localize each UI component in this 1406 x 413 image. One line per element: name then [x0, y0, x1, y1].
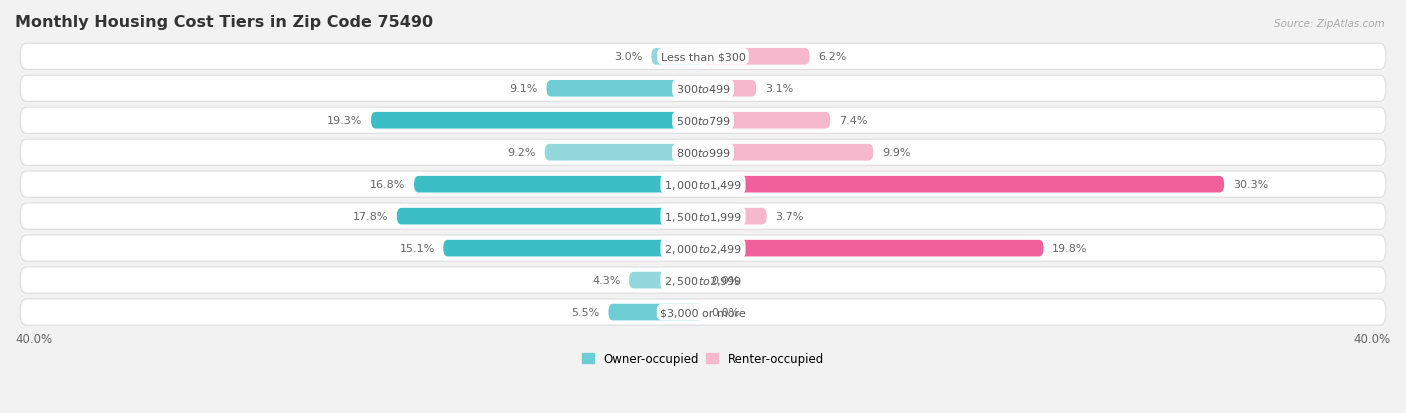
Text: 40.0%: 40.0%	[15, 332, 52, 345]
Text: 3.7%: 3.7%	[775, 211, 804, 222]
FancyBboxPatch shape	[703, 176, 1225, 193]
FancyBboxPatch shape	[20, 267, 1386, 294]
FancyBboxPatch shape	[20, 44, 1386, 70]
FancyBboxPatch shape	[371, 113, 703, 129]
Text: 30.3%: 30.3%	[1233, 180, 1268, 190]
Text: 3.0%: 3.0%	[614, 52, 643, 62]
Text: 5.5%: 5.5%	[572, 307, 600, 317]
FancyBboxPatch shape	[396, 208, 703, 225]
Text: 0.0%: 0.0%	[711, 307, 740, 317]
Text: 3.1%: 3.1%	[765, 84, 793, 94]
FancyBboxPatch shape	[703, 208, 766, 225]
FancyBboxPatch shape	[703, 49, 810, 65]
FancyBboxPatch shape	[547, 81, 703, 97]
Text: $2,500 to $2,999: $2,500 to $2,999	[664, 274, 742, 287]
Text: 40.0%: 40.0%	[1354, 332, 1391, 345]
Text: $500 to $799: $500 to $799	[675, 115, 731, 127]
Text: 9.2%: 9.2%	[508, 148, 536, 158]
Text: 19.3%: 19.3%	[328, 116, 363, 126]
FancyBboxPatch shape	[609, 304, 703, 320]
FancyBboxPatch shape	[443, 240, 703, 257]
Text: 0.0%: 0.0%	[711, 275, 740, 285]
Text: Less than $300: Less than $300	[661, 52, 745, 62]
FancyBboxPatch shape	[20, 172, 1386, 198]
Text: 6.2%: 6.2%	[818, 52, 846, 62]
Legend: Owner-occupied, Renter-occupied: Owner-occupied, Renter-occupied	[578, 347, 828, 370]
FancyBboxPatch shape	[20, 76, 1386, 102]
Text: Monthly Housing Cost Tiers in Zip Code 75490: Monthly Housing Cost Tiers in Zip Code 7…	[15, 15, 433, 30]
Text: 4.3%: 4.3%	[592, 275, 620, 285]
Text: 19.8%: 19.8%	[1052, 244, 1088, 254]
Text: Source: ZipAtlas.com: Source: ZipAtlas.com	[1274, 19, 1385, 28]
Text: $300 to $499: $300 to $499	[675, 83, 731, 95]
Text: $800 to $999: $800 to $999	[675, 147, 731, 159]
FancyBboxPatch shape	[20, 299, 1386, 325]
Text: $1,000 to $1,499: $1,000 to $1,499	[664, 178, 742, 191]
FancyBboxPatch shape	[20, 204, 1386, 230]
FancyBboxPatch shape	[20, 235, 1386, 261]
FancyBboxPatch shape	[703, 113, 831, 129]
FancyBboxPatch shape	[703, 81, 756, 97]
Text: 9.9%: 9.9%	[882, 148, 910, 158]
FancyBboxPatch shape	[651, 49, 703, 65]
Text: 7.4%: 7.4%	[839, 116, 868, 126]
Text: $2,000 to $2,499: $2,000 to $2,499	[664, 242, 742, 255]
FancyBboxPatch shape	[628, 272, 703, 289]
FancyBboxPatch shape	[703, 145, 873, 161]
FancyBboxPatch shape	[20, 140, 1386, 166]
FancyBboxPatch shape	[703, 240, 1043, 257]
Text: $3,000 or more: $3,000 or more	[661, 307, 745, 317]
FancyBboxPatch shape	[544, 145, 703, 161]
Text: 15.1%: 15.1%	[399, 244, 434, 254]
Text: $1,500 to $1,999: $1,500 to $1,999	[664, 210, 742, 223]
Text: 16.8%: 16.8%	[370, 180, 405, 190]
FancyBboxPatch shape	[413, 176, 703, 193]
FancyBboxPatch shape	[20, 108, 1386, 134]
Text: 9.1%: 9.1%	[509, 84, 538, 94]
Text: 17.8%: 17.8%	[353, 211, 388, 222]
